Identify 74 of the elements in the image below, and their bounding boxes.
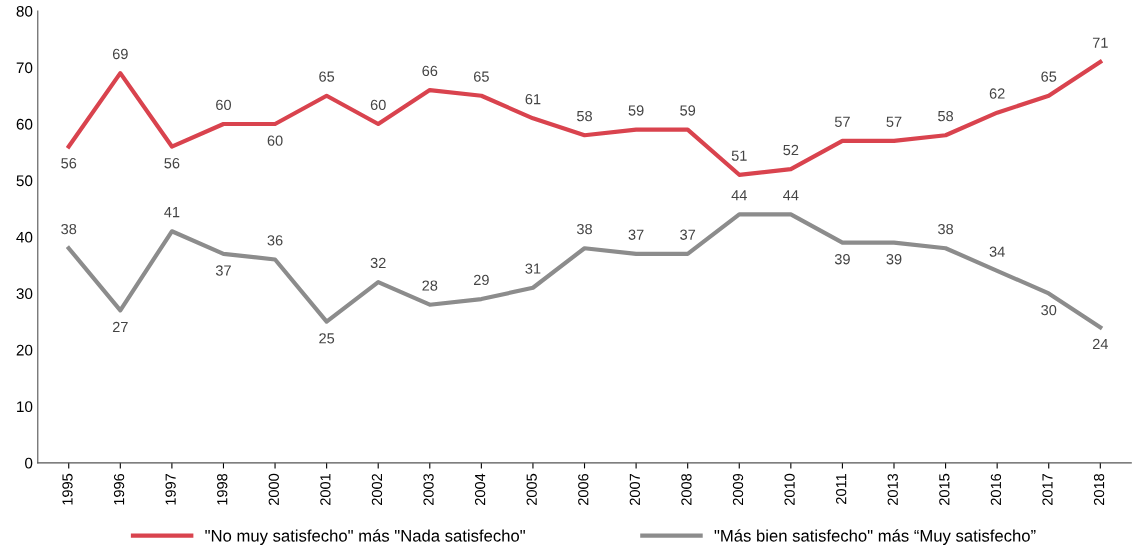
x-tick-label: 2000 [268,473,279,505]
legend-label: "Más bien satisfecho" más “Muy satisfecho” [714,529,1036,545]
data-label: 60 [370,99,386,110]
x-tick-label: 2008 [681,473,692,505]
x-tick-label: 2006 [578,473,589,505]
x-tick-label: 2013 [887,473,898,505]
y-tick-label: 80 [16,5,33,17]
data-label: 38 [576,223,592,235]
data-label: 32 [370,257,386,269]
data-label: 37 [215,265,231,276]
y-tick-label: 70 [16,62,33,74]
data-label: 71 [1092,37,1108,48]
data-label: 24 [1092,338,1108,349]
data-label: 38 [938,223,954,235]
x-tick-label: 1996 [113,473,125,505]
data-label: 41 [164,207,180,218]
y-tick-label: 20 [16,344,33,356]
y-tick-label: 60 [16,118,33,130]
data-label: 30 [1041,304,1057,316]
y-tick-label: 0 [25,457,33,469]
x-tick-label: 2017 [1042,473,1053,505]
x-tick-label: 1997 [165,473,176,505]
data-label: 65 [474,71,489,82]
data-label: 61 [525,94,541,105]
data-label: 65 [319,71,335,82]
data-label: 56 [164,158,180,169]
y-tick-label: 10 [17,401,33,413]
legend-label: "No muy satisfecho" más "Nada satisfecho" [205,529,525,545]
data-label: 60 [216,99,232,110]
x-tick-label: 2001 [320,473,331,505]
data-label: 39 [886,254,902,265]
data-label: 44 [783,190,799,201]
y-tick-label: 50 [16,175,33,187]
x-tick-label: 2004 [474,473,486,505]
x-tick-label: 2011 [836,473,847,504]
data-label: 57 [834,116,850,127]
data-label: 52 [783,144,799,156]
data-label: 56 [61,158,77,169]
data-label: 29 [473,274,489,286]
data-label: 60 [267,135,283,146]
data-label: 66 [422,65,438,77]
data-label: 59 [628,105,644,116]
x-tick-label: 2010 [784,473,795,505]
x-tick-label: 2005 [526,473,537,505]
y-tick-label: 40 [16,231,33,243]
x-tick-label: 2015 [939,473,950,505]
data-label: 65 [1041,71,1057,82]
data-label: 28 [422,280,438,291]
data-label: 57 [886,116,902,127]
data-label: 62 [989,88,1005,99]
data-label: 59 [680,105,696,116]
data-label: 51 [731,150,747,161]
data-label: 58 [938,110,954,122]
data-label: 25 [319,333,335,344]
y-tick-label: 30 [16,288,33,300]
data-label: 34 [989,246,1005,257]
data-label: 39 [834,254,850,265]
x-tick-label: 2016 [990,473,1002,505]
x-tick-label: 2018 [1093,473,1105,505]
x-tick-label: 2002 [371,473,383,505]
data-label: 37 [628,229,644,240]
data-label: 37 [680,229,696,240]
data-label: 36 [267,235,283,246]
data-label: 31 [525,263,541,274]
data-label: 27 [112,321,128,333]
x-tick-label: 2003 [423,473,434,505]
x-tick-label: 1998 [217,473,228,505]
data-label: 69 [112,48,128,60]
x-tick-label: 2009 [732,473,744,505]
data-label: 38 [61,223,77,235]
data-label: 44 [731,190,747,201]
x-tick-label: 2007 [629,473,641,505]
x-tick-label: 1995 [62,473,73,505]
data-label: 58 [577,110,592,122]
